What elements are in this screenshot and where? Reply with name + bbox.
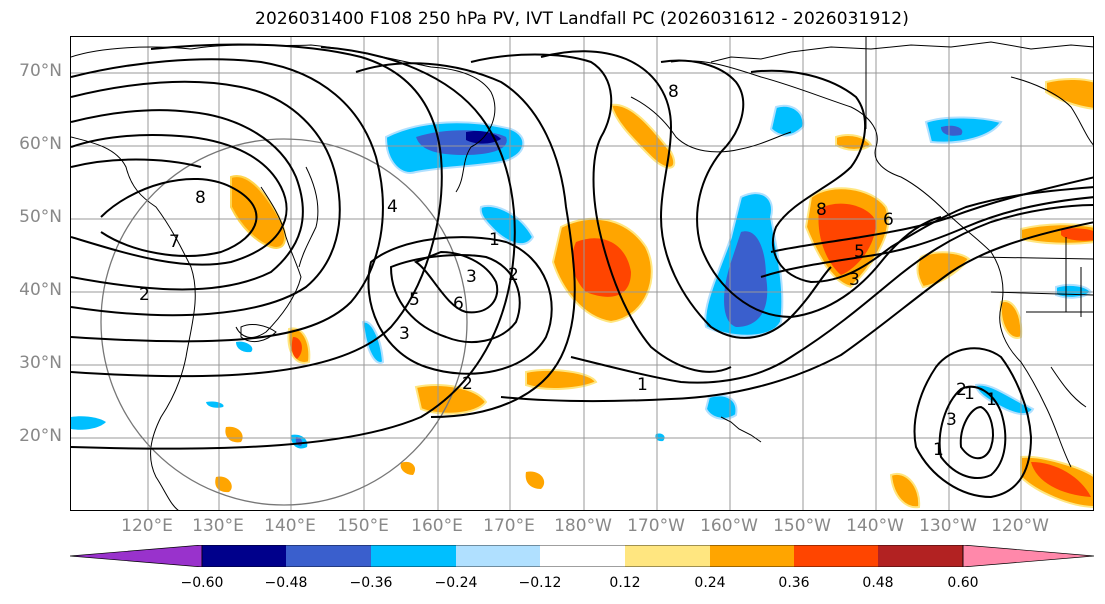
coastlines xyxy=(71,37,1093,510)
map-panel: 8 7 8 4 1 2 3 5 6 2 3 1 2 1 8 5 6 3 2 3 … xyxy=(70,36,1094,511)
lat-label: 20°N xyxy=(19,426,62,446)
contour-label: 3 xyxy=(946,410,957,430)
colorbar-tick: −0.24 xyxy=(434,575,478,591)
colorbar-max-extend xyxy=(962,545,1094,567)
contour-label: 2 xyxy=(462,374,473,394)
contour-label: 7 xyxy=(169,232,180,252)
lon-label: 140°W xyxy=(846,516,904,536)
height-contours xyxy=(71,43,1093,499)
range-circle xyxy=(100,138,468,506)
contour-label: 6 xyxy=(453,294,464,314)
lon-label: 150°W xyxy=(773,516,831,536)
plot-title: 2026031400 F108 250 hPa PV, IVT Landfall… xyxy=(255,9,909,29)
lat-label: 30°N xyxy=(19,353,62,373)
colorbar xyxy=(70,545,1094,567)
colorbar-segment xyxy=(540,545,625,567)
positive-anomaly-fields xyxy=(215,78,1093,509)
colorbar-segment xyxy=(371,545,456,567)
contour-label: 1 xyxy=(637,375,648,395)
colorbar-segment xyxy=(794,545,878,567)
lon-label: 150°E xyxy=(337,516,389,536)
colorbar-tick: −0.12 xyxy=(518,575,562,591)
colorbar-min-extend xyxy=(70,545,203,567)
graticule xyxy=(71,37,1093,510)
colorbar-tick: 0.48 xyxy=(862,575,894,591)
lon-label: 160°E xyxy=(411,516,463,536)
colorbar-tick: −0.60 xyxy=(180,575,224,591)
contour-label: 1 xyxy=(964,384,975,404)
contour-label: 3 xyxy=(399,324,410,344)
lon-label: 180°W xyxy=(554,516,612,536)
lon-label: 160°W xyxy=(700,516,758,536)
lat-label: 40°N xyxy=(19,280,62,300)
lon-label: 130°W xyxy=(919,516,977,536)
contour-label: 1 xyxy=(489,230,500,250)
lat-label: 60°N xyxy=(19,134,62,154)
contour-label: 4 xyxy=(387,197,398,217)
lon-label: 170°W xyxy=(627,516,685,536)
contour-label: 1 xyxy=(986,390,997,410)
lat-label: 70°N xyxy=(19,61,62,81)
lat-label: 50°N xyxy=(19,207,62,227)
contour-label: 3 xyxy=(466,267,477,287)
lon-label: 120°W xyxy=(991,516,1049,536)
colorbar-tick: −0.36 xyxy=(349,575,393,591)
contour-label: 8 xyxy=(668,82,679,102)
lon-label: 130°E xyxy=(192,516,244,536)
colorbar-segment xyxy=(625,545,710,567)
colorbar-tick: −0.48 xyxy=(264,575,308,591)
colorbar-segment xyxy=(456,545,540,567)
lon-label: 170°E xyxy=(483,516,535,536)
contour-label: 2 xyxy=(508,265,519,285)
colorbar-tick: 0.60 xyxy=(947,575,979,591)
colorbar-tick: 0.12 xyxy=(609,575,641,591)
colorbar-segment xyxy=(710,545,794,567)
colorbar-segment xyxy=(286,545,371,567)
colorbar-tick: 0.36 xyxy=(778,575,810,591)
contour-label: 5 xyxy=(854,242,865,262)
map-canvas: 8 7 8 4 1 2 3 5 6 2 3 1 2 1 8 5 6 3 2 3 … xyxy=(71,37,1093,510)
lon-label: 120°E xyxy=(121,516,173,536)
colorbar-tick: 0.24 xyxy=(694,575,726,591)
contour-label: 8 xyxy=(195,188,206,208)
contour-label: 2 xyxy=(139,285,150,305)
contour-label: 3 xyxy=(849,270,860,290)
contour-labels: 8 7 8 4 1 2 3 5 6 2 3 1 2 1 8 5 6 3 2 3 … xyxy=(139,82,997,460)
lon-label: 140°E xyxy=(264,516,316,536)
contour-label: 5 xyxy=(409,290,420,310)
contour-label: 6 xyxy=(883,210,894,230)
colorbar-segment xyxy=(878,545,963,567)
contour-label: 1 xyxy=(933,440,944,460)
colorbar-segment xyxy=(202,545,286,567)
contour-label: 8 xyxy=(816,200,827,220)
contour-label: 2 xyxy=(956,380,967,400)
